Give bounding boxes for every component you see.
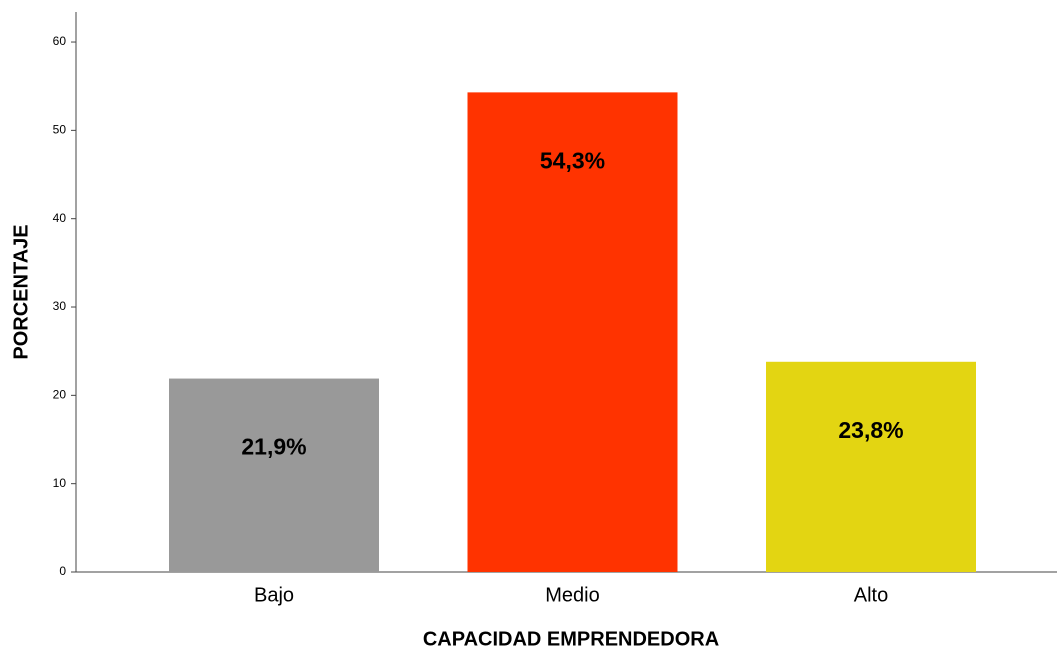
y-tick-label: 60 — [53, 34, 67, 48]
x-tick-label: Bajo — [254, 584, 294, 606]
bar — [467, 92, 678, 573]
y-axis-title: PORCENTAJE — [10, 224, 32, 359]
data-label: 23,8% — [838, 417, 903, 443]
x-tick-label: Alto — [854, 584, 888, 606]
x-tick-label: Medio — [545, 584, 599, 606]
x-axis-title: CAPACIDAD EMPRENDEDORA — [423, 628, 719, 650]
bar — [766, 361, 976, 572]
y-tick-label: 40 — [53, 211, 67, 225]
data-label: 21,9% — [241, 434, 306, 460]
y-tick-label: 50 — [53, 123, 67, 137]
y-tick-label: 0 — [59, 564, 66, 578]
y-tick-label: 30 — [53, 299, 67, 313]
bar — [169, 378, 379, 572]
y-tick-label: 20 — [53, 388, 67, 402]
y-tick-label: 10 — [53, 476, 67, 490]
data-label: 54,3% — [540, 147, 605, 173]
